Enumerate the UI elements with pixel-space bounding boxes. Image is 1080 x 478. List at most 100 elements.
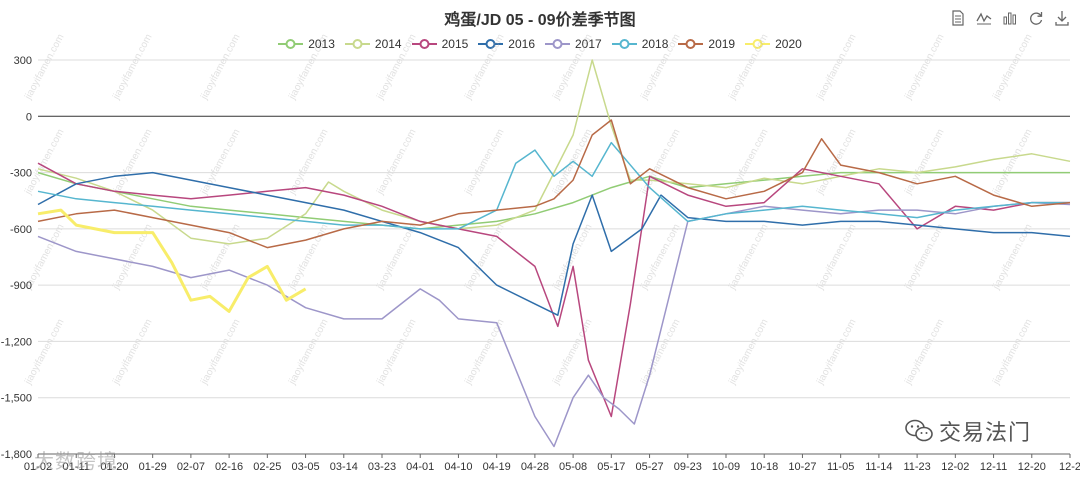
x-tick-label: 05-08 bbox=[559, 461, 587, 473]
tile-watermark: jiaoyifamen.com bbox=[22, 127, 66, 197]
y-tick-label: -1,800 bbox=[1, 449, 32, 461]
tile-watermark: jiaoyifamen.com bbox=[462, 317, 506, 387]
legend-line-icon bbox=[611, 39, 637, 49]
legend-item-2018[interactable]: 2018 bbox=[611, 37, 669, 51]
legend-item-2020[interactable]: 2020 bbox=[745, 37, 802, 51]
tile-watermark: jiaoyifamen.com bbox=[198, 317, 242, 387]
tile-watermark: jiaoyifamen.com bbox=[374, 127, 418, 197]
tile-watermark: jiaoyifamen.com bbox=[110, 317, 154, 387]
tile-watermark: jiaoyifamen.com bbox=[902, 32, 946, 102]
tile-watermark: jiaoyifamen.com bbox=[902, 127, 946, 197]
tile-watermark: jiaoyifamen.com bbox=[462, 127, 506, 197]
tile-watermark: jiaoyifamen.com bbox=[726, 32, 770, 102]
legend-item-2017[interactable]: 2017 bbox=[545, 37, 602, 51]
legend-line-icon bbox=[545, 39, 570, 49]
x-tick-label: 12-20 bbox=[1018, 461, 1046, 473]
legend-label: 2018 bbox=[641, 37, 669, 51]
tile-watermark: jiaoyifamen.com bbox=[286, 222, 330, 292]
legend-line-icon bbox=[745, 39, 771, 49]
tile-watermark: jiaoyifamen.com bbox=[638, 317, 682, 387]
x-tick-label: 09-23 bbox=[674, 461, 702, 473]
series-line-2018[interactable] bbox=[37, 141, 1070, 230]
y-tick-label: -300 bbox=[10, 168, 32, 180]
tile-watermark: jiaoyifamen.com bbox=[286, 32, 330, 102]
x-tick-label: 12-02 bbox=[941, 461, 969, 473]
tile-watermark: jiaoyifamen.com bbox=[902, 317, 946, 387]
x-tick-label: 11-05 bbox=[827, 461, 854, 473]
legend-item-2015[interactable]: 2015 bbox=[411, 37, 468, 51]
tile-watermark: jiaoyifamen.com bbox=[902, 222, 946, 292]
tile-watermark: jiaoyifamen.com bbox=[374, 317, 418, 387]
tile-watermark: jiaoyifamen.com bbox=[22, 32, 66, 102]
line-chart-icon[interactable] bbox=[975, 9, 992, 26]
series-line-2016[interactable] bbox=[37, 171, 1071, 316]
x-tick-label: 05-17 bbox=[597, 461, 625, 473]
x-tick-label: 02-25 bbox=[253, 461, 281, 473]
brand-watermark-text: 交易法门 bbox=[939, 420, 1032, 445]
tile-watermark: jiaoyifamen.com bbox=[550, 222, 594, 292]
tile-watermark: jiaoyifamen.com bbox=[22, 317, 66, 387]
tile-watermark: jiaoyifamen.com bbox=[198, 32, 242, 102]
tile-watermark: jiaoyifamen.com bbox=[374, 32, 418, 102]
legend-line-icon bbox=[344, 39, 370, 49]
x-tick-label: 01-29 bbox=[139, 461, 167, 473]
legend-item-2016[interactable]: 2016 bbox=[478, 37, 535, 51]
x-tick-label: 02-07 bbox=[177, 461, 205, 473]
tile-watermark: jiaoyifamen.com bbox=[198, 127, 242, 197]
legend-line-icon bbox=[411, 39, 437, 49]
series-line-2013[interactable] bbox=[37, 171, 1070, 230]
tile-watermark: jiaoyifamen.com bbox=[110, 127, 154, 197]
legend: 2013 2014 2015 2016 2017 2018 2019 2020 bbox=[0, 37, 1080, 51]
y-tick-label: -1,200 bbox=[1, 336, 32, 348]
legend-label: 2017 bbox=[575, 37, 602, 51]
x-tick-label: 01-02 bbox=[24, 461, 52, 473]
tile-watermark: jiaoyifamen.com bbox=[638, 222, 682, 292]
legend-label: 2013 bbox=[308, 37, 335, 51]
tile-watermark: jiaoyifamen.com bbox=[726, 222, 770, 292]
tile-watermark: jiaoyifamen.com bbox=[638, 127, 682, 197]
legend-item-2014[interactable]: 2014 bbox=[344, 37, 402, 51]
tile-watermark: jiaoyifamen.com bbox=[286, 317, 330, 387]
toolbox bbox=[949, 9, 1070, 26]
x-tick-label: 02-16 bbox=[215, 461, 243, 473]
restore-icon[interactable] bbox=[1027, 9, 1044, 26]
series-line-2020[interactable] bbox=[37, 208, 307, 313]
legend-label: 2019 bbox=[708, 37, 736, 51]
x-tick-label: 04-28 bbox=[521, 461, 549, 473]
x-tick-label: 10-18 bbox=[750, 461, 778, 473]
download-icon[interactable] bbox=[1053, 9, 1070, 26]
tile-watermark: jiaoyifamen.com bbox=[814, 32, 858, 102]
series-line-2019[interactable] bbox=[37, 119, 1071, 249]
series-line-2017[interactable] bbox=[37, 201, 1071, 448]
data-view-icon[interactable] bbox=[949, 9, 966, 26]
x-tick-label: 01-11 bbox=[63, 461, 90, 473]
x-tick-label: 11-23 bbox=[903, 461, 930, 473]
y-tick-label: 0 bbox=[26, 111, 32, 123]
x-tick-label: 05-27 bbox=[635, 461, 663, 473]
legend-item-2013[interactable]: 2013 bbox=[278, 37, 335, 51]
tile-watermark: jiaoyifamen.com bbox=[726, 317, 770, 387]
wechat-icon bbox=[905, 419, 933, 442]
legend-item-2019[interactable]: 2019 bbox=[678, 37, 735, 51]
x-tick-label: 04-01 bbox=[406, 461, 434, 473]
tile-watermark: jiaoyifamen.com bbox=[990, 317, 1034, 387]
y-tick-label: -1,500 bbox=[1, 393, 32, 405]
x-tick-label: 10-27 bbox=[788, 461, 816, 473]
tile-watermark: jiaoyifamen.com bbox=[814, 127, 858, 197]
x-tick-label: 03-23 bbox=[368, 461, 396, 473]
tile-watermark: jiaoyifamen.com bbox=[726, 127, 770, 197]
x-tick-label: 03-05 bbox=[291, 461, 319, 473]
x-tick-label: 12-2 bbox=[1059, 461, 1080, 473]
legend-line-icon bbox=[678, 39, 704, 49]
x-tick-label: 04-19 bbox=[483, 461, 511, 473]
x-tick-label: 01-20 bbox=[100, 461, 128, 473]
tile-watermark: jiaoyifamen.com bbox=[462, 32, 506, 102]
series-line-2014[interactable] bbox=[37, 59, 1071, 245]
source-watermark: 大数跨境 bbox=[34, 451, 118, 473]
x-tick-label: 04-10 bbox=[444, 461, 472, 473]
legend-label: 2020 bbox=[775, 37, 802, 51]
bar-chart-icon[interactable] bbox=[1001, 9, 1018, 26]
series-line-2015[interactable] bbox=[37, 162, 1070, 418]
tile-watermark: jiaoyifamen.com bbox=[550, 32, 594, 102]
